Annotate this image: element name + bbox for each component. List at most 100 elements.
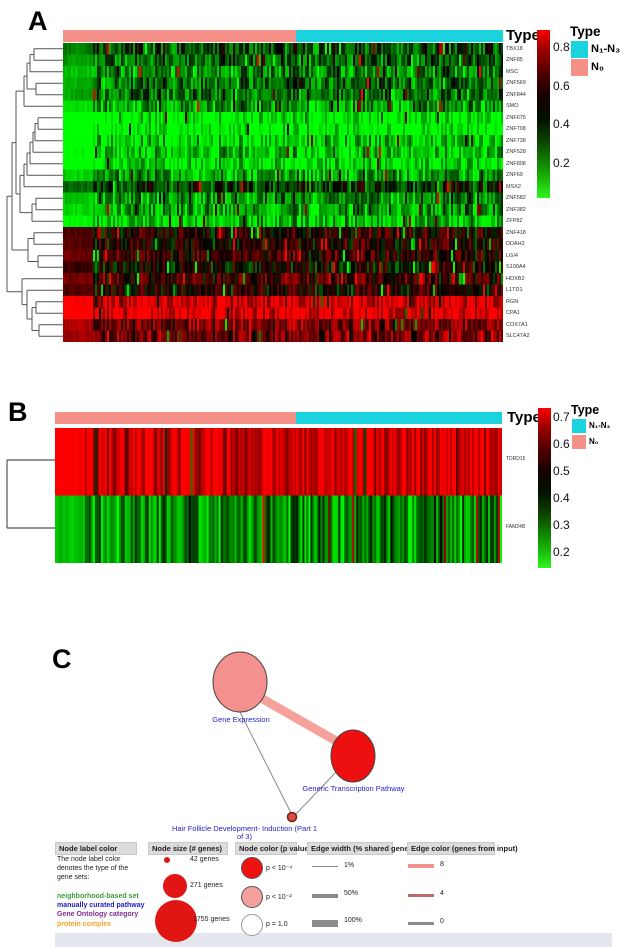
panel-a-legend-label-n1n3: N₁-N₃	[591, 43, 621, 55]
node-color-circle-p4	[241, 857, 263, 879]
panel-a-legend-title: Type	[570, 24, 601, 39]
colorbar-tick-0.6: 0.6	[553, 78, 570, 93]
legend-table-footer-strip	[55, 933, 612, 947]
gene-label-MSX2: MSX2	[506, 183, 521, 190]
gene-label-TBX18: TBX18	[506, 45, 523, 52]
gene-label-COX7A1: COX7A1	[506, 321, 528, 328]
gene-label-ZNF528: ZNF528	[506, 149, 526, 156]
node-size-label-1755: 1755 genes	[193, 916, 230, 923]
gene-label-L1TD1: L1TD1	[506, 287, 523, 294]
colorbar-tick-0.3: 0.3	[553, 518, 570, 532]
gene-label-ZNF85: ZNF85	[506, 57, 523, 64]
panel-a-legend-label-n0: N₀	[591, 61, 604, 73]
node-label-color-description: The node label color denotes the type of…	[57, 856, 129, 882]
annotation-segment-N₁-N₃	[296, 412, 502, 424]
panel-b-legend-swatch-n0	[572, 435, 586, 449]
colorbar-tick-0.7: 0.7	[553, 410, 570, 424]
node-size-label-271: 271 genes	[190, 882, 223, 889]
gene-set-type-protein-complex: protein complex	[57, 920, 112, 928]
gene-set-type-list: neighborhood-based set manually curated …	[57, 892, 145, 929]
legend-header-node-size: Node size (# genes)	[148, 842, 228, 855]
panel-b-colorbar	[538, 408, 551, 568]
panel-a-letter: A	[28, 6, 48, 36]
edge-color-label-8: 8	[440, 861, 444, 868]
gene-label-ZNF382: ZNF382	[506, 206, 526, 213]
panel-a-gene-labels: TBX18 ZNF85 MSC ZNF569 ZNF844 SMO ZNF675 ZNF708…	[506, 43, 566, 342]
gene-label-ZNF844: ZNF844	[506, 91, 526, 98]
colorbar-tick-0.5: 0.5	[553, 464, 570, 478]
gene-label-ZNF738: ZNF738	[506, 137, 526, 144]
edge-color-label-4: 4	[440, 890, 444, 897]
edge-width-label-100pct: 100%	[344, 917, 362, 924]
panel-b-legend-label-n0: N₀	[589, 437, 599, 446]
colorbar-tick-0.8: 0.8	[553, 40, 570, 54]
node-color-circle-p2	[241, 886, 263, 908]
gene-label-ZNF69: ZNF69	[506, 172, 523, 179]
annotation-segment-N₀	[55, 412, 297, 424]
gene-set-type-curated-pathway: manually curated pathway	[57, 902, 145, 910]
panel-b-legend-title: Type	[571, 403, 600, 417]
panel-b-letter: B	[8, 397, 28, 427]
node-color-label-p1: p = 1.0	[266, 921, 288, 928]
gene-set-type-neighborhood: neighborhood-based set	[57, 893, 139, 900]
panel-b-heatmap	[55, 428, 502, 563]
annotation-segment-N₀	[63, 30, 297, 42]
gene-label-ZNF808: ZNF808	[506, 160, 526, 167]
gene-label-SLC47A2: SLC47A2	[506, 333, 530, 340]
gene-label-FAM24B: FAM24B	[506, 523, 526, 530]
panel-a-dendrogram	[6, 48, 63, 337]
gene-label-ZNF569: ZNF569	[506, 80, 526, 87]
gene-label-ZFP82: ZFP82	[506, 218, 523, 225]
panel-a-colorbar	[537, 30, 550, 198]
edge-geneexpr-gtp	[258, 694, 341, 746]
gene-label-CPA1: CPA1	[506, 310, 520, 317]
gene-label-ZNF418: ZNF418	[506, 229, 526, 236]
panel-b-legend-label-n1n3: N₁-N₃	[589, 421, 611, 430]
edge-color-line-0	[408, 922, 434, 925]
edge-color-line-4	[408, 894, 434, 897]
node-color-label-p4: p < 10⁻⁴	[266, 865, 293, 872]
panel-b-annotation-bar	[55, 412, 502, 424]
legend-header-edge-width: Edge width (% shared genes)	[307, 842, 415, 855]
gene-label-ZNF582: ZNF582	[506, 195, 526, 202]
colorbar-tick-0.2: 0.2	[553, 156, 570, 171]
gene-label-DDAH2: DDAH2	[506, 241, 525, 248]
label-gene-expression: Gene Expression	[212, 715, 270, 724]
panel-b-dendrogram	[6, 459, 55, 529]
edge-width-line-50pct	[312, 894, 338, 898]
panel-b-gene-labels: TDRD15 FAM24B	[506, 428, 566, 563]
gene-label-LGI4: LGI4	[506, 252, 518, 259]
node-color-circle-p1	[241, 914, 263, 936]
gene-label-SMO: SMO	[506, 103, 519, 110]
annotation-segment-N₁-N₃	[296, 30, 503, 42]
node-color-label-p2: p < 10⁻²	[266, 894, 292, 901]
node-size-circle-42	[164, 857, 170, 863]
edge-width-line-1pct	[312, 866, 338, 867]
colorbar-tick-0.6: 0.6	[553, 437, 570, 451]
gene-label-ZNF708: ZNF708	[506, 126, 526, 133]
node-generic-transcription-pathway	[330, 729, 376, 783]
gene-label-HOXB2: HOXB2	[506, 275, 525, 282]
legend-header-edge-color: Edge color (genes from input)	[407, 842, 518, 855]
colorbar-tick-0.4: 0.4	[553, 117, 570, 132]
gene-label-RGN: RGN	[506, 298, 519, 305]
panel-a-annotation-bar	[63, 30, 503, 42]
edge-color-label-0: 0	[440, 918, 444, 925]
panel-a-legend-swatch-n1n3	[571, 41, 588, 58]
panel-c-letter: C	[52, 644, 72, 674]
gene-label-TDRD15: TDRD15	[506, 456, 526, 462]
edge-width-label-1pct: 1%	[344, 862, 355, 869]
panel-b-legend-swatch-n1n3	[572, 419, 586, 433]
panel-a-annotation-title: Type	[506, 27, 540, 44]
node-gene-expression	[212, 651, 268, 713]
edge-width-label-50pct: 50%	[344, 890, 359, 897]
edge-color-line-8	[408, 864, 434, 868]
edge-width-line-100pct	[312, 920, 338, 927]
node-hair-follicle	[286, 811, 298, 823]
label-hair-follicle: Hair Follicle Development- Induction (Pa…	[171, 824, 318, 842]
edge-geneexpr-hairfollicle	[239, 711, 292, 814]
gene-label-S100A4: S100A4	[506, 264, 526, 271]
label-generic-transcription-pathway: Generic Transcription Pathway	[302, 784, 405, 793]
gene-set-type-gene-ontology: Gene Ontology category	[57, 911, 139, 919]
